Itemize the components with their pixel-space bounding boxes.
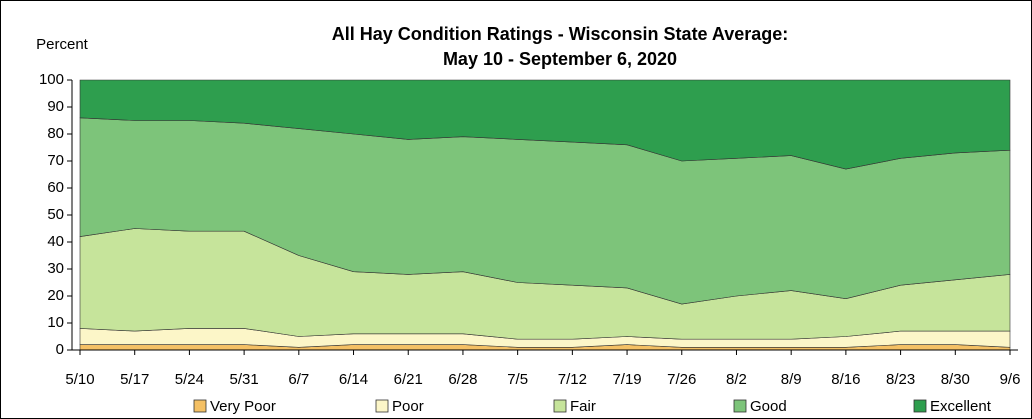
- area: [79, 79, 1011, 170]
- x-tick-label: 8/23: [886, 371, 915, 388]
- x-tick-label: 7/26: [667, 371, 696, 388]
- y-tick-label: 90: [47, 98, 64, 115]
- x-tick-label: 7/19: [612, 371, 641, 388]
- x-tick-label: 6/28: [448, 371, 477, 388]
- x-tick-label: 9/6: [1000, 371, 1021, 388]
- x-tick-label: 5/24: [175, 371, 204, 388]
- y-tick-label: 30: [47, 260, 64, 277]
- x-tick-label: 7/12: [558, 371, 587, 388]
- x-tick-label: 8/9: [781, 371, 802, 388]
- legend-label: Good: [750, 398, 787, 415]
- legend-swatch: [733, 399, 747, 413]
- x-tick-label: 8/2: [726, 371, 747, 388]
- legend-swatch: [375, 399, 389, 413]
- x-tick-label: 6/21: [394, 371, 423, 388]
- y-tick-label: 80: [47, 125, 64, 142]
- chart-title: All Hay Condition Ratings - Wisconsin St…: [332, 24, 789, 44]
- legend-label: Fair: [570, 398, 596, 415]
- y-tick-label: 20: [47, 287, 64, 304]
- legend-label: Very Poor: [210, 398, 276, 415]
- legend-swatch: [913, 399, 927, 413]
- x-tick-label: 5/10: [65, 371, 94, 388]
- x-tick-label: 6/7: [288, 371, 309, 388]
- y-tick-label: 100: [39, 71, 64, 88]
- y-tick-label: 50: [47, 206, 64, 223]
- legend-swatch: [193, 399, 207, 413]
- y-axis-label: Percent: [36, 36, 89, 53]
- x-tick-label: 8/30: [941, 371, 970, 388]
- y-tick-label: 10: [47, 314, 64, 331]
- x-tick-label: 5/31: [230, 371, 259, 388]
- y-tick-label: 40: [47, 233, 64, 250]
- x-tick-label: 6/14: [339, 371, 368, 388]
- chart-subtitle: May 10 - September 6, 2020: [443, 49, 677, 69]
- legend-swatch: [553, 399, 567, 413]
- legend-label: Poor: [392, 398, 424, 415]
- y-tick-label: 0: [56, 341, 64, 358]
- x-tick-label: 5/17: [120, 371, 149, 388]
- y-tick-label: 70: [47, 152, 64, 169]
- y-tick-label: 60: [47, 179, 64, 196]
- legend-label: Excellent: [930, 398, 992, 415]
- x-tick-label: 8/16: [831, 371, 860, 388]
- x-tick-label: 7/5: [507, 371, 528, 388]
